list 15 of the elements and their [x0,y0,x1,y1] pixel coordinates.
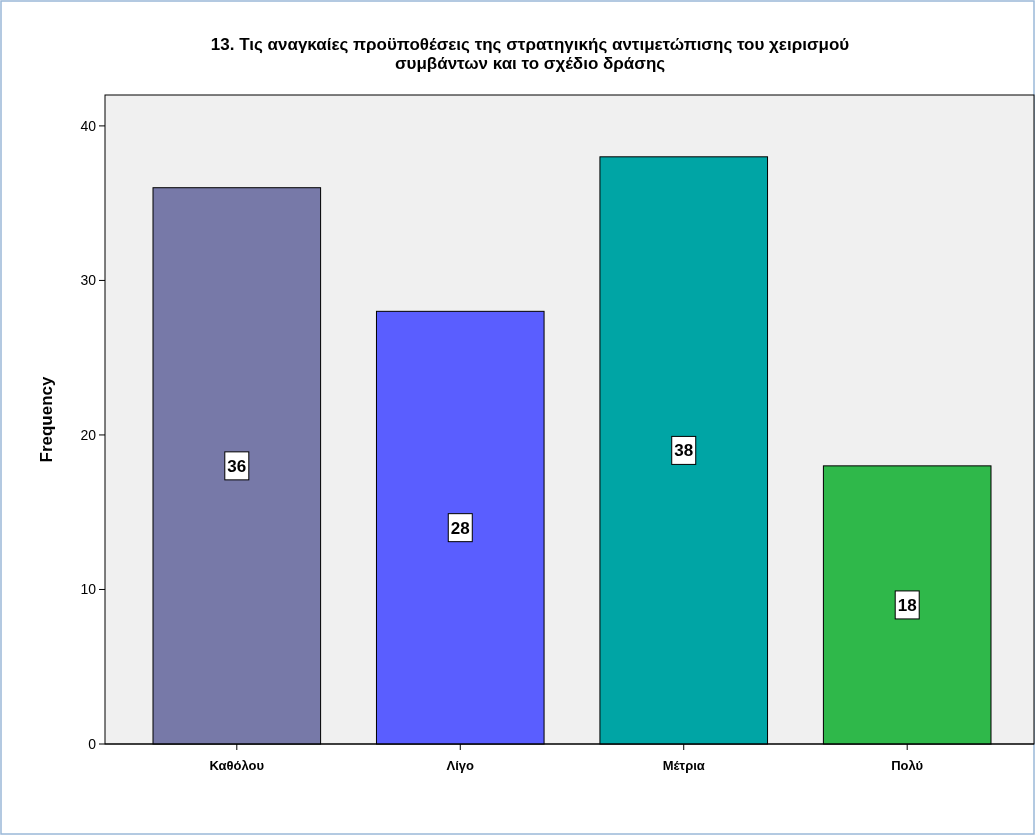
x-tick-label: Μέτρια [662,758,705,773]
y-tick-label: 20 [80,426,97,443]
y-axis-title: Frequency [37,375,56,463]
x-tick-label: Καθόλου [209,758,265,773]
chart-title: 13. Τις αναγκαίες προϋποθέσεις της στρατηγικής αντιμετώπισης του χειρισμού συμβάντων και το σχέδιο δράσης [210,35,850,73]
y-tick-label: 30 [80,272,97,289]
data-label: 28 [450,518,470,538]
x-tick-label: Λίγο [446,758,475,773]
y-tick-label: 0 [88,736,97,752]
data-label: 36 [227,456,247,476]
data-label: 38 [674,441,694,461]
x-tick-label: Πολύ [891,758,924,773]
y-tick-label: 10 [80,581,97,598]
data-label: 18 [897,595,917,615]
y-tick-label: 40 [80,117,97,134]
